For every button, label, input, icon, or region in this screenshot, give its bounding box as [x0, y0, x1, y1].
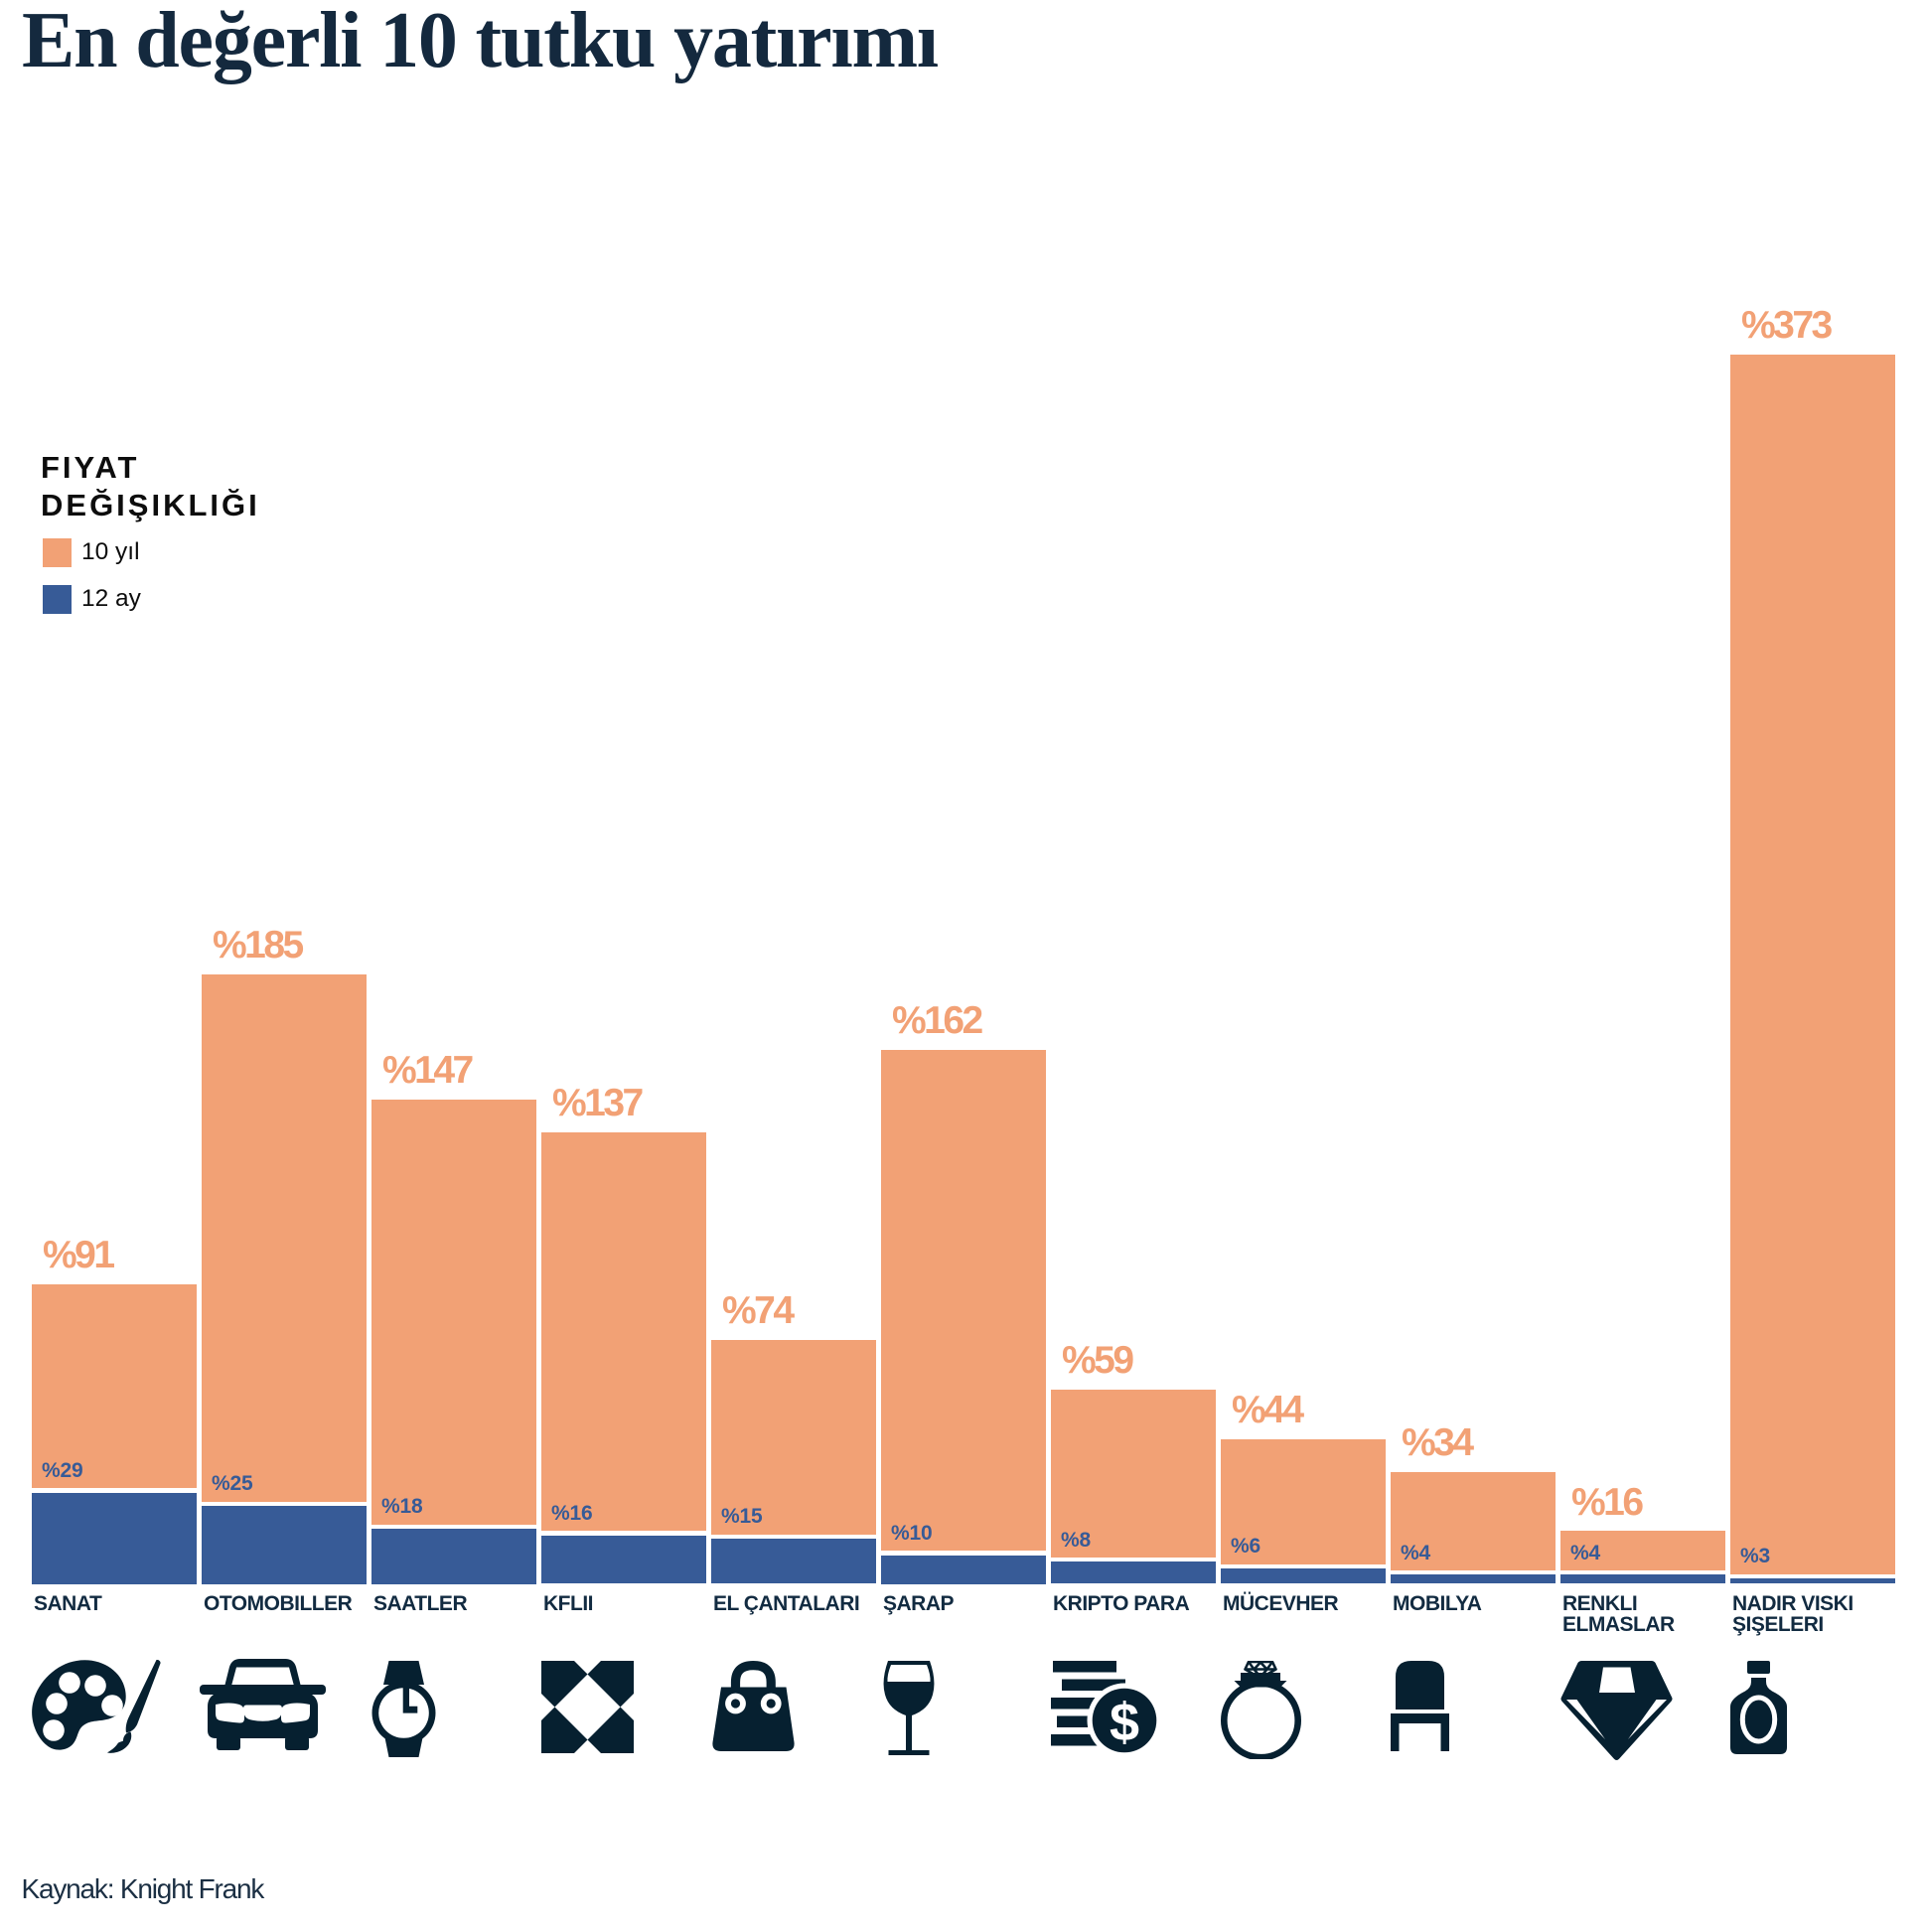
svg-text:$: $: [1110, 1693, 1139, 1752]
